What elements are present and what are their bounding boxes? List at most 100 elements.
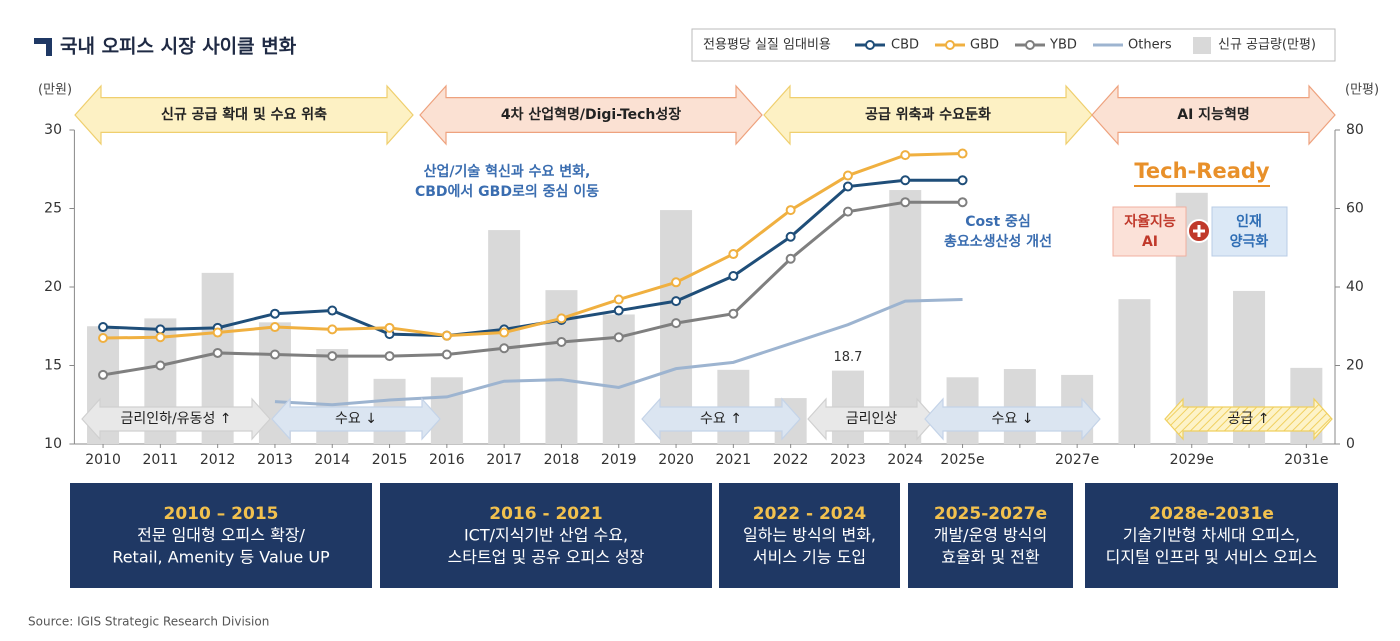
bar bbox=[430, 377, 463, 444]
driver-label: 공급 ↑ bbox=[1228, 411, 1270, 427]
legend-marker bbox=[1025, 40, 1035, 50]
line-marker bbox=[441, 330, 452, 341]
tech-ready-title: Tech-Ready bbox=[1134, 159, 1270, 183]
phase-label: 공급 위축과 수요둔화 bbox=[865, 107, 991, 123]
line-marker bbox=[842, 181, 853, 192]
legend-label: GBD bbox=[970, 38, 999, 53]
x-tick-label: 2027e bbox=[1055, 452, 1099, 468]
line-marker bbox=[785, 253, 796, 264]
line-marker bbox=[613, 294, 624, 305]
x-tick-label: 2011 bbox=[143, 452, 179, 468]
line-marker bbox=[212, 347, 223, 358]
period-title: 2016 - 2021 bbox=[489, 504, 603, 524]
line-marker bbox=[957, 175, 968, 186]
legend-label: 신규 공급량(만평) bbox=[1218, 38, 1316, 53]
driver-label: 수요 ↓ bbox=[992, 411, 1034, 427]
legend-marker bbox=[865, 40, 875, 50]
bar bbox=[889, 190, 922, 444]
x-tick-label: 2022 bbox=[773, 452, 809, 468]
y2-tick-label: 80 bbox=[1346, 122, 1364, 138]
y2-tick-label: 40 bbox=[1346, 279, 1364, 295]
y2-tick-label: 60 bbox=[1346, 201, 1364, 217]
line-marker bbox=[269, 349, 280, 360]
line-marker bbox=[384, 351, 395, 362]
x-tick-label: 2012 bbox=[200, 452, 236, 468]
period-title: 2025-2027e bbox=[934, 504, 1047, 524]
x-tick-label: 2023 bbox=[830, 452, 866, 468]
line-marker bbox=[98, 369, 109, 380]
driver-label: 금리인상 bbox=[846, 411, 898, 427]
y-tick-label: 10 bbox=[44, 436, 62, 452]
legend-label: CBD bbox=[891, 38, 919, 53]
title-icon bbox=[34, 38, 52, 56]
period-text: 일하는 방식의 변화, bbox=[743, 526, 876, 545]
line-marker bbox=[327, 305, 338, 316]
x-tick-label: 2010 bbox=[85, 452, 121, 468]
bar bbox=[1118, 299, 1151, 444]
x-tick-label: 2021 bbox=[716, 452, 752, 468]
driver-label: 수요 ↑ bbox=[700, 411, 742, 427]
phase-label: AI 지능혁명 bbox=[1177, 106, 1249, 123]
source: Source: IGIS Strategic Research Division bbox=[28, 615, 269, 629]
phase-label: 신규 공급 확대 및 수요 위축 bbox=[161, 106, 327, 123]
phase-arrow bbox=[1091, 84, 1336, 146]
period-title: 2028e-2031e bbox=[1149, 504, 1274, 524]
line-marker bbox=[98, 333, 109, 344]
x-tick-label: 2029e bbox=[1170, 452, 1214, 468]
annotation: 총요소생산성 개선 bbox=[944, 233, 1052, 250]
y-tick-label: 15 bbox=[44, 358, 62, 374]
line-marker bbox=[269, 308, 280, 319]
x-tick-label: 2013 bbox=[257, 452, 293, 468]
line-marker bbox=[900, 150, 911, 161]
period-text: 효율화 및 전환 bbox=[941, 548, 1040, 567]
x-tick-label: 2031e bbox=[1284, 452, 1328, 468]
line-marker bbox=[155, 360, 166, 371]
tech-box-left bbox=[1112, 206, 1187, 257]
line-marker bbox=[785, 231, 796, 242]
driver-arrow bbox=[81, 397, 271, 441]
line-marker bbox=[269, 322, 280, 333]
line-marker bbox=[671, 277, 682, 288]
period-box bbox=[70, 483, 372, 588]
line-marker bbox=[900, 197, 911, 208]
period-box bbox=[380, 483, 712, 588]
line-marker bbox=[671, 318, 682, 329]
line-marker bbox=[499, 343, 510, 354]
driver-label: 수요 ↓ bbox=[335, 411, 377, 427]
driver-arrow bbox=[924, 397, 1101, 441]
line-marker bbox=[613, 305, 624, 316]
line-marker bbox=[671, 296, 682, 307]
period-text: 디지털 인프라 및 서비스 오피스 bbox=[1106, 548, 1318, 567]
phase-arrow bbox=[419, 84, 763, 146]
line-marker bbox=[613, 332, 624, 343]
period-text: 전문 임대형 오피스 확장/ bbox=[137, 526, 305, 545]
line-marker bbox=[728, 271, 739, 282]
phase-label: 4차 산업혁명/Digi-Tech성장 bbox=[501, 106, 681, 123]
y-tick-label: 20 bbox=[44, 279, 62, 295]
period-box bbox=[1085, 483, 1338, 588]
annotation: 산업/기술 혁신과 수요 변화, bbox=[424, 163, 591, 180]
line-marker bbox=[98, 322, 109, 333]
plus-sign bbox=[1193, 225, 1205, 237]
legend-swatch bbox=[1193, 37, 1211, 54]
y2-axis-label: (만평) bbox=[1345, 83, 1379, 98]
line-marker bbox=[556, 313, 567, 324]
x-tick-label: 2019 bbox=[601, 452, 637, 468]
annotation: Cost 중심 bbox=[965, 214, 1031, 230]
driver-label: 금리인하/유동성 ↑ bbox=[120, 411, 231, 427]
line-1 bbox=[103, 152, 963, 340]
line-marker bbox=[327, 351, 338, 362]
line-marker bbox=[212, 327, 223, 338]
legend-box bbox=[691, 28, 1336, 62]
x-tick-label: 2020 bbox=[658, 452, 694, 468]
line-marker bbox=[842, 206, 853, 217]
period-text: 스타트업 및 공유 오피스 성장 bbox=[448, 548, 645, 567]
line-marker bbox=[155, 332, 166, 343]
x-tick-label: 2014 bbox=[314, 452, 350, 468]
line-marker bbox=[556, 336, 567, 347]
line-marker bbox=[728, 308, 739, 319]
line-marker bbox=[155, 324, 166, 335]
legend-label: Others bbox=[1128, 38, 1172, 53]
x-tick-label: 2025e bbox=[940, 452, 984, 468]
